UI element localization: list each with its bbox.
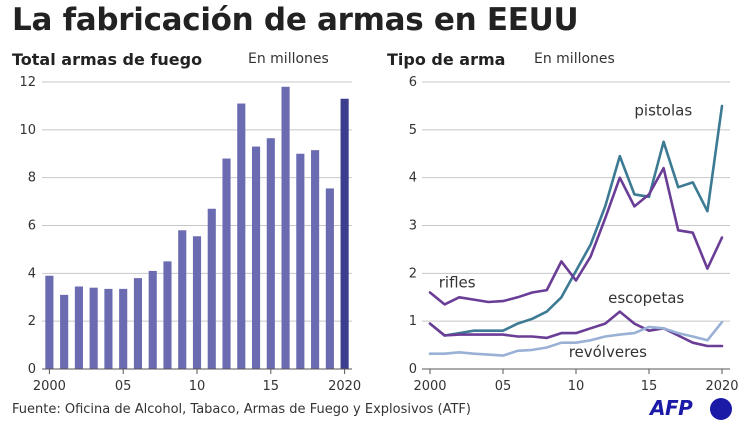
- page-title: La fabricación de armas en EEUU: [12, 2, 579, 38]
- line-y-tick-label: 1: [409, 314, 417, 329]
- bar-chart-unit: En millones: [248, 51, 329, 67]
- escopetas-label: escopetas: [608, 289, 684, 307]
- line-y-tick-label: 3: [409, 219, 417, 234]
- escopetas-line: [428, 310, 724, 348]
- bar: [281, 86, 290, 370]
- line-chart-unit: En millones: [534, 51, 615, 67]
- bar: [311, 150, 320, 369]
- source-note: Fuente: Oficina de Alcohol, Tabaco, Arma…: [12, 402, 471, 417]
- bar: [60, 294, 69, 369]
- pistolas-label: pistolas: [634, 101, 692, 119]
- rifles-label: rifles: [439, 274, 476, 292]
- line-y-tick-label: 2: [409, 266, 417, 281]
- bar: [104, 288, 113, 369]
- bar: [148, 270, 157, 369]
- line-y-tick-label: 5: [409, 123, 417, 138]
- bar-y-tick-label: 8: [28, 171, 36, 186]
- line-x-tick-label: 05: [495, 379, 512, 394]
- afp-logo: AFP: [650, 396, 740, 422]
- bar: [192, 236, 202, 369]
- bar: [296, 153, 305, 369]
- bar-y-tick-label: 10: [19, 123, 36, 138]
- rifles-line: [428, 166, 724, 306]
- bar-y-tick-label: 2: [28, 314, 36, 329]
- line-x-tick-label: 10: [568, 379, 585, 394]
- bar: [207, 208, 216, 369]
- bar: [119, 288, 128, 369]
- bar-y-tick-label: 12: [19, 75, 36, 90]
- afp-logo-dot: [710, 398, 732, 420]
- bar-x-tick-label: 10: [189, 379, 206, 394]
- bar: [237, 103, 246, 370]
- bar: [133, 278, 143, 369]
- bar-chart-title: Total armas de fuego: [12, 50, 203, 69]
- bar-x-tick-label: 2020: [328, 379, 361, 394]
- bar: [340, 98, 349, 369]
- bar: [178, 230, 187, 369]
- bar-y-tick-label: 0: [28, 362, 36, 377]
- revolveres-line: [428, 320, 724, 357]
- bar-y-tick-label: 6: [28, 219, 36, 234]
- bar-x-tick-label: 2000: [33, 379, 66, 394]
- line-y-tick-label: 4: [409, 171, 417, 186]
- bar: [163, 261, 172, 369]
- bar: [251, 146, 261, 369]
- line-x-tick-label: 2020: [705, 379, 738, 394]
- bar: [325, 188, 334, 369]
- line-y-tick-label: 6: [409, 75, 417, 90]
- pistolas-line: [428, 104, 724, 337]
- bar-x-tick-label: 15: [263, 379, 280, 394]
- bar: [222, 158, 231, 369]
- afp-logo-text: AFP: [650, 396, 693, 420]
- line-x-tick-label: 15: [641, 379, 658, 394]
- bar: [89, 287, 98, 369]
- bar: [74, 286, 83, 369]
- revolveres-label: revólveres: [569, 343, 647, 361]
- bar-x-tick-label: 05: [115, 379, 132, 394]
- bar: [266, 138, 275, 369]
- line-chart-title: Tipo de arma: [387, 50, 506, 69]
- line-y-tick-label: 0: [409, 362, 417, 377]
- bar-y-tick-label: 4: [28, 266, 36, 281]
- line-x-tick-label: 2000: [413, 379, 446, 394]
- bar: [45, 275, 54, 369]
